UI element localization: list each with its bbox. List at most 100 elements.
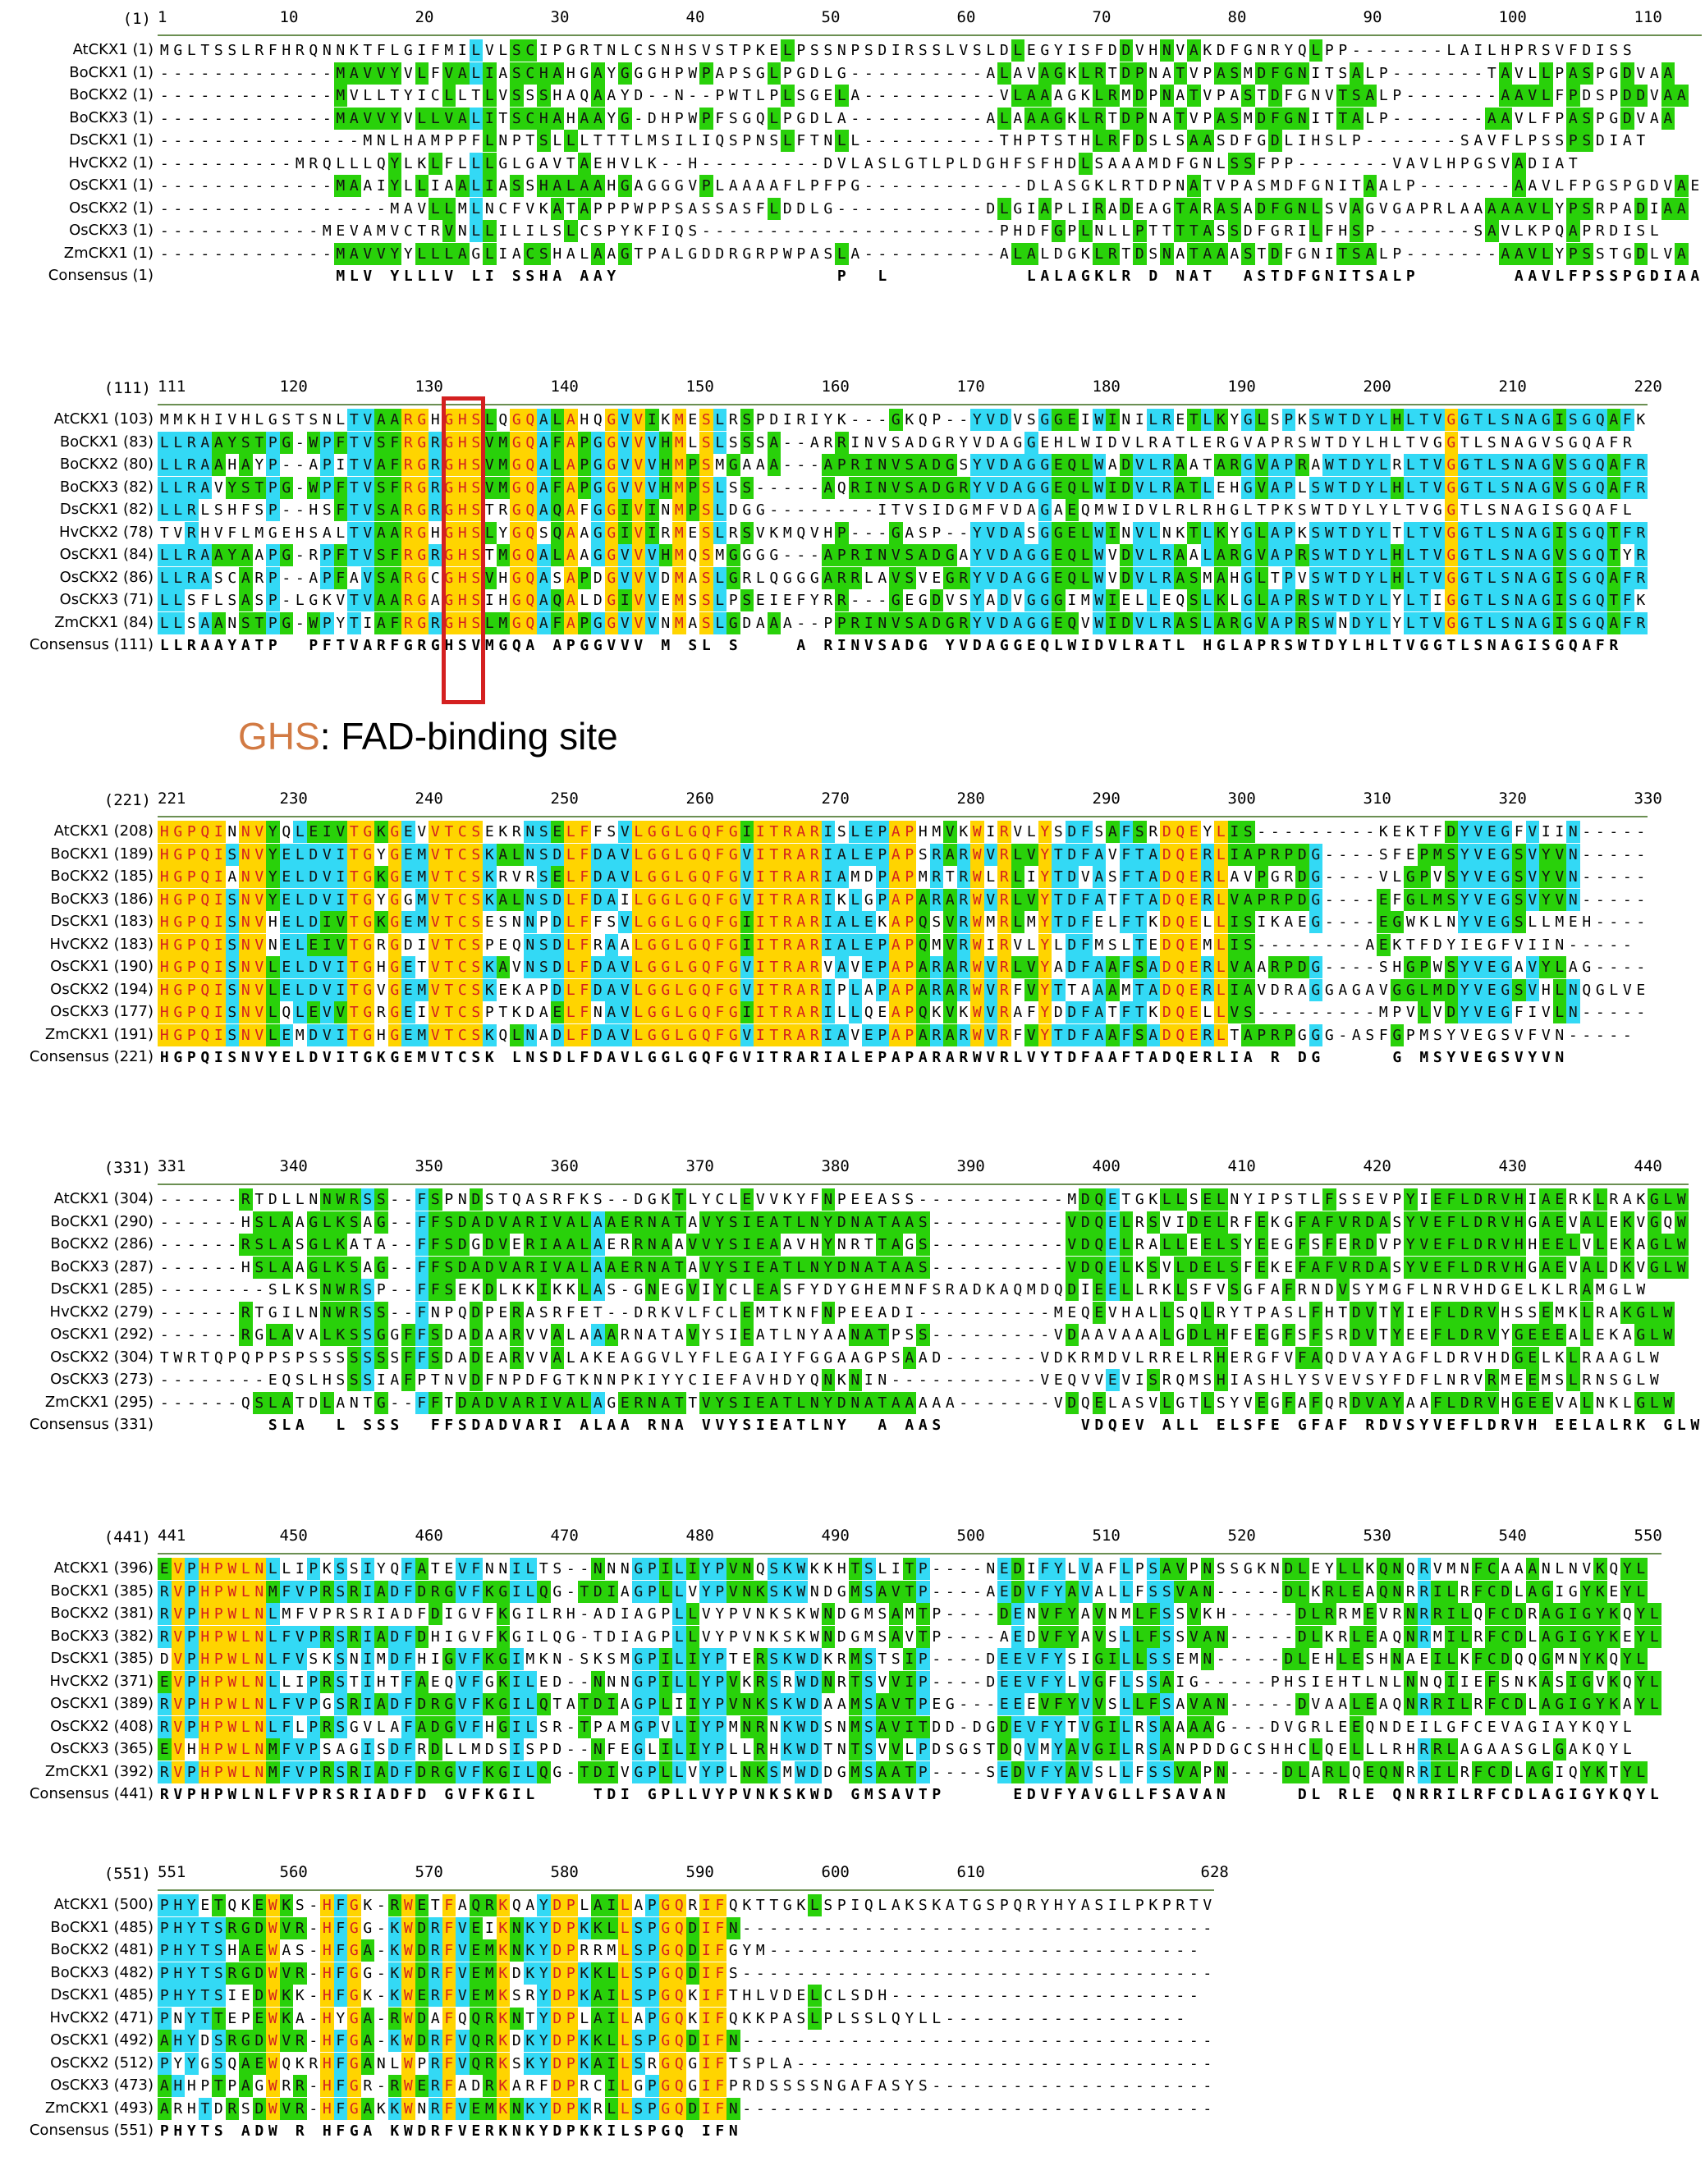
residue: D <box>1268 130 1282 152</box>
residue: - <box>295 569 305 587</box>
residue: D <box>591 843 605 866</box>
residue: A <box>1013 109 1023 127</box>
residue: R <box>186 1348 196 1367</box>
residue: W <box>970 933 984 956</box>
residue: P <box>577 476 591 499</box>
residue: N <box>848 1211 862 1234</box>
residue: - <box>1446 132 1456 149</box>
residue: - <box>1582 936 1592 954</box>
residue: T <box>1471 454 1485 476</box>
residue: R <box>347 1301 361 1324</box>
residue: T <box>347 476 361 499</box>
residue: D <box>1160 978 1174 1001</box>
residue: Q <box>1173 1023 1187 1046</box>
residue: V <box>429 978 442 1001</box>
residue: Y <box>713 1211 726 1234</box>
residue: H <box>1270 1371 1280 1389</box>
residue: R <box>850 1236 860 1253</box>
residue: - <box>864 87 873 104</box>
residue: N <box>523 821 537 843</box>
residue: G <box>1444 499 1458 521</box>
residue: F <box>415 1188 429 1211</box>
residue: P <box>1324 42 1334 59</box>
residue: F <box>1080 1049 1090 1066</box>
residue: A <box>539 1004 548 1021</box>
residue: M <box>1094 501 1104 519</box>
residue <box>158 265 172 287</box>
residue: K <box>1067 1348 1077 1367</box>
residue: E <box>1040 433 1050 451</box>
residue: N <box>645 1391 659 1414</box>
residue: L <box>1200 476 1214 499</box>
residue: - <box>891 1371 901 1389</box>
residue: - <box>213 1303 223 1321</box>
residue: Q <box>796 524 806 542</box>
residue: I <box>1067 42 1077 59</box>
residue: A <box>607 87 616 104</box>
ruler-tick: 430 <box>1498 1157 1527 1175</box>
residue: A <box>1214 197 1228 220</box>
residue: G <box>360 821 374 843</box>
residue: L <box>742 1281 752 1298</box>
residue: R <box>580 42 589 59</box>
residue: A <box>322 524 332 542</box>
residue: F <box>1176 154 1185 172</box>
residue: - <box>282 87 291 104</box>
residue: T <box>1471 476 1485 499</box>
residue: N <box>593 1004 603 1021</box>
residue: - <box>254 87 264 104</box>
residue: V <box>983 544 997 566</box>
residue: A <box>809 433 819 451</box>
residue: G <box>645 978 659 1001</box>
residue: T <box>1270 268 1280 285</box>
residue: Q <box>580 87 589 104</box>
residue: G <box>387 1001 401 1023</box>
ruler-line <box>158 404 1648 405</box>
residue: G <box>1539 566 1553 589</box>
residue: L <box>1579 1301 1593 1324</box>
residue: A <box>1675 175 1689 197</box>
residue: A <box>564 476 578 499</box>
residue: V <box>674 1303 684 1321</box>
residue: G <box>658 888 672 911</box>
residue: - <box>1405 245 1415 263</box>
residue: A <box>1566 220 1580 242</box>
residue: Q <box>699 866 713 888</box>
residue: D <box>469 1346 483 1369</box>
residue: L <box>266 956 280 978</box>
residue: N <box>523 933 537 956</box>
residue: - <box>309 245 319 263</box>
residue: E <box>498 981 508 999</box>
residue: D <box>1297 1049 1307 1066</box>
residue: Y <box>1458 888 1472 911</box>
position-ruler: (221) 221 230 240 250 260 270 280 290 300 310 320 33… <box>0 788 1705 821</box>
residue: D <box>483 1234 497 1256</box>
residue: N <box>430 1303 440 1321</box>
residue: - <box>959 411 969 428</box>
residue: N <box>457 222 467 240</box>
residue: D <box>1268 242 1282 265</box>
residue: R <box>239 1188 253 1211</box>
residue: V <box>1176 42 1185 59</box>
residue: A <box>1498 62 1512 85</box>
residue: L <box>1214 1001 1228 1023</box>
residue: - <box>1392 42 1402 59</box>
residue: T <box>767 888 781 911</box>
residue: L <box>564 843 578 866</box>
residue: S <box>1487 433 1496 451</box>
residue: V <box>645 431 659 454</box>
residue <box>889 265 903 287</box>
residue: G <box>943 611 957 634</box>
residue: L <box>293 821 307 843</box>
residue: A <box>1377 1211 1391 1234</box>
residue: F <box>1281 1279 1295 1301</box>
residue: I <box>483 107 497 130</box>
residue: A <box>1214 611 1228 634</box>
residue: W <box>1675 1211 1689 1234</box>
residue: - <box>282 109 291 127</box>
residue: N <box>309 1191 319 1208</box>
residue: T <box>1173 107 1187 130</box>
sequence-row: HvCKX2 (279) - - - - - - R T G I L N N W R S S - - F N P Q D P E R A… <box>0 1301 1705 1324</box>
residue: A <box>604 1256 618 1279</box>
